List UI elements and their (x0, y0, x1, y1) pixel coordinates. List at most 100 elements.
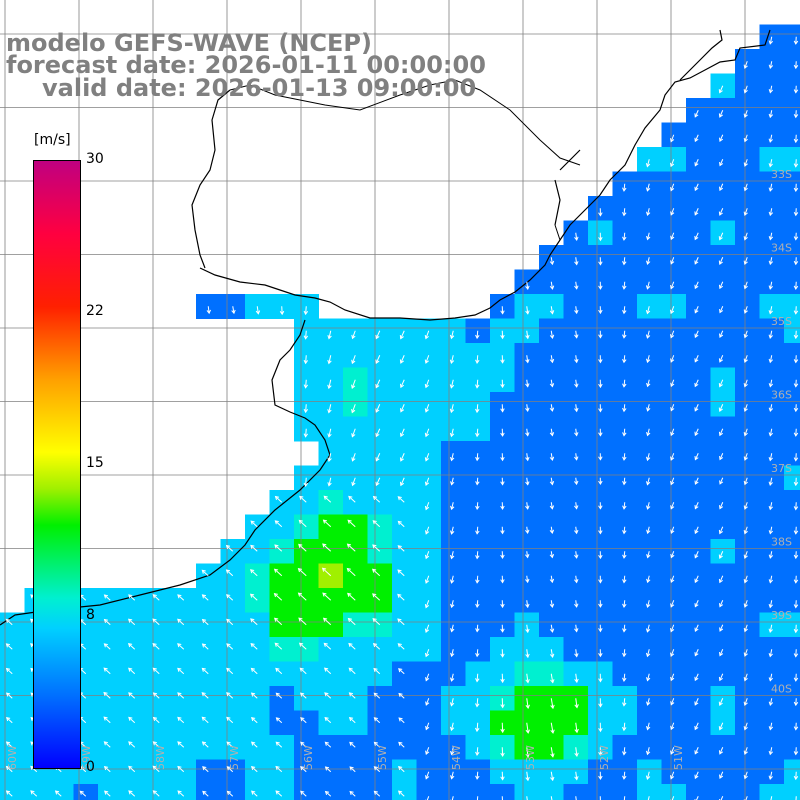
wind-cell (392, 710, 417, 736)
wind-cell (784, 269, 800, 295)
wind-arrow-head (574, 285, 579, 290)
wind-arrow-head (347, 617, 352, 623)
wind-arrow-head (743, 530, 748, 535)
wind-arrow (670, 159, 675, 167)
wind-arrow (349, 717, 356, 724)
wind-cell (294, 784, 319, 800)
wind-cell (294, 539, 319, 564)
wind-arrow-head (226, 618, 231, 623)
wind-cell (269, 686, 295, 711)
wind-arrow-head (397, 643, 402, 648)
wind-arrow (769, 61, 773, 69)
wind-arrow-head (201, 643, 207, 648)
wind-arrow (744, 330, 748, 338)
wind-arrow-head (375, 384, 380, 389)
wind-arrow (373, 643, 381, 650)
wind-arrow-head (743, 162, 748, 167)
wind-cell (367, 710, 393, 736)
wind-arrow (400, 355, 405, 364)
wind-arrow (328, 428, 332, 437)
wind-arrow-head (424, 579, 430, 584)
wind-arrow-head (768, 40, 773, 45)
wind-arrow-head (622, 554, 627, 559)
wind-arrow-head (397, 569, 402, 574)
wind-arrow (719, 330, 724, 338)
wind-arrow-head (201, 667, 206, 672)
wind-arrow (30, 790, 38, 797)
wind-arrow (647, 722, 650, 730)
wind-cell (367, 588, 393, 613)
wind-cell (710, 784, 736, 800)
latitude-label: 36S (771, 389, 792, 402)
wind-arrow (769, 232, 773, 240)
wind-arrow-head (104, 790, 109, 795)
wind-arrow (694, 134, 699, 142)
wind-arrow-head (743, 236, 748, 241)
wind-arrow (694, 257, 699, 265)
wind-arrow (177, 618, 185, 626)
wind-arrow-head (768, 187, 773, 192)
wind-arrow-head (373, 766, 378, 771)
wind-cell (392, 588, 417, 613)
wind-cell (392, 563, 417, 589)
wind-arrow-head (549, 334, 555, 340)
wind-arrow-head (226, 667, 231, 672)
wind-arrow-head (598, 505, 603, 510)
wind-arrow-head (694, 701, 699, 706)
wind-arrow-head (622, 358, 627, 364)
wind-arrow (398, 693, 405, 699)
wind-arrow-head (226, 790, 231, 795)
wind-arrow-head (670, 260, 675, 265)
wind-arrow (373, 496, 381, 503)
wind-arrow-head (646, 260, 651, 265)
wind-cell (245, 637, 270, 662)
wind-arrow-head (475, 481, 480, 486)
wind-arrow (251, 741, 258, 748)
wind-arrow-head (768, 603, 773, 609)
wind-arrow (623, 281, 626, 289)
wind-arrow (30, 766, 38, 773)
wind-arrow-head (743, 137, 748, 143)
wind-arrow-head (768, 677, 774, 682)
wind-arrow (324, 717, 332, 724)
wind-arrow (526, 698, 529, 709)
wind-arrow-head (793, 628, 799, 634)
wind-arrow-head (718, 701, 723, 707)
wind-arrow-head (793, 775, 799, 781)
wind-cell (245, 661, 270, 687)
wind-arrow-head (525, 334, 530, 340)
wind-arrow-head (250, 766, 256, 771)
wind-arrow (425, 722, 430, 730)
wind-arrow-head (549, 554, 555, 559)
wind-arrow (526, 796, 528, 800)
wind-arrow-head (449, 408, 455, 414)
wind-arrow-head (793, 334, 799, 340)
wind-arrow (550, 649, 554, 658)
wind-cell (392, 490, 417, 515)
wind-arrow (694, 330, 699, 338)
wind-cell (367, 637, 393, 662)
wind-arrow (694, 110, 699, 118)
latitude-label: 39S (771, 609, 792, 622)
wind-arrow (476, 330, 479, 339)
wind-arrow (103, 667, 111, 675)
wind-arrow-head (525, 481, 530, 486)
wind-cell (343, 735, 368, 760)
wind-arrow (397, 569, 405, 577)
wind-arrow-head (103, 716, 108, 721)
wind-arrow-head (399, 457, 405, 462)
wind-arrow-head (719, 455, 724, 461)
wind-arrow (6, 619, 13, 626)
wind-arrow (373, 692, 381, 699)
wind-arrow-head (646, 211, 651, 217)
wind-arrow-head (152, 790, 157, 795)
wind-arrow (275, 520, 283, 528)
wind-arrow-head (475, 359, 480, 364)
wind-arrow (202, 643, 209, 650)
wind-arrow (153, 717, 160, 724)
wind-arrow-head (743, 383, 748, 388)
wind-arrow-head (743, 89, 748, 94)
wind-arrow-head (475, 628, 480, 633)
wind-arrow (670, 428, 675, 436)
